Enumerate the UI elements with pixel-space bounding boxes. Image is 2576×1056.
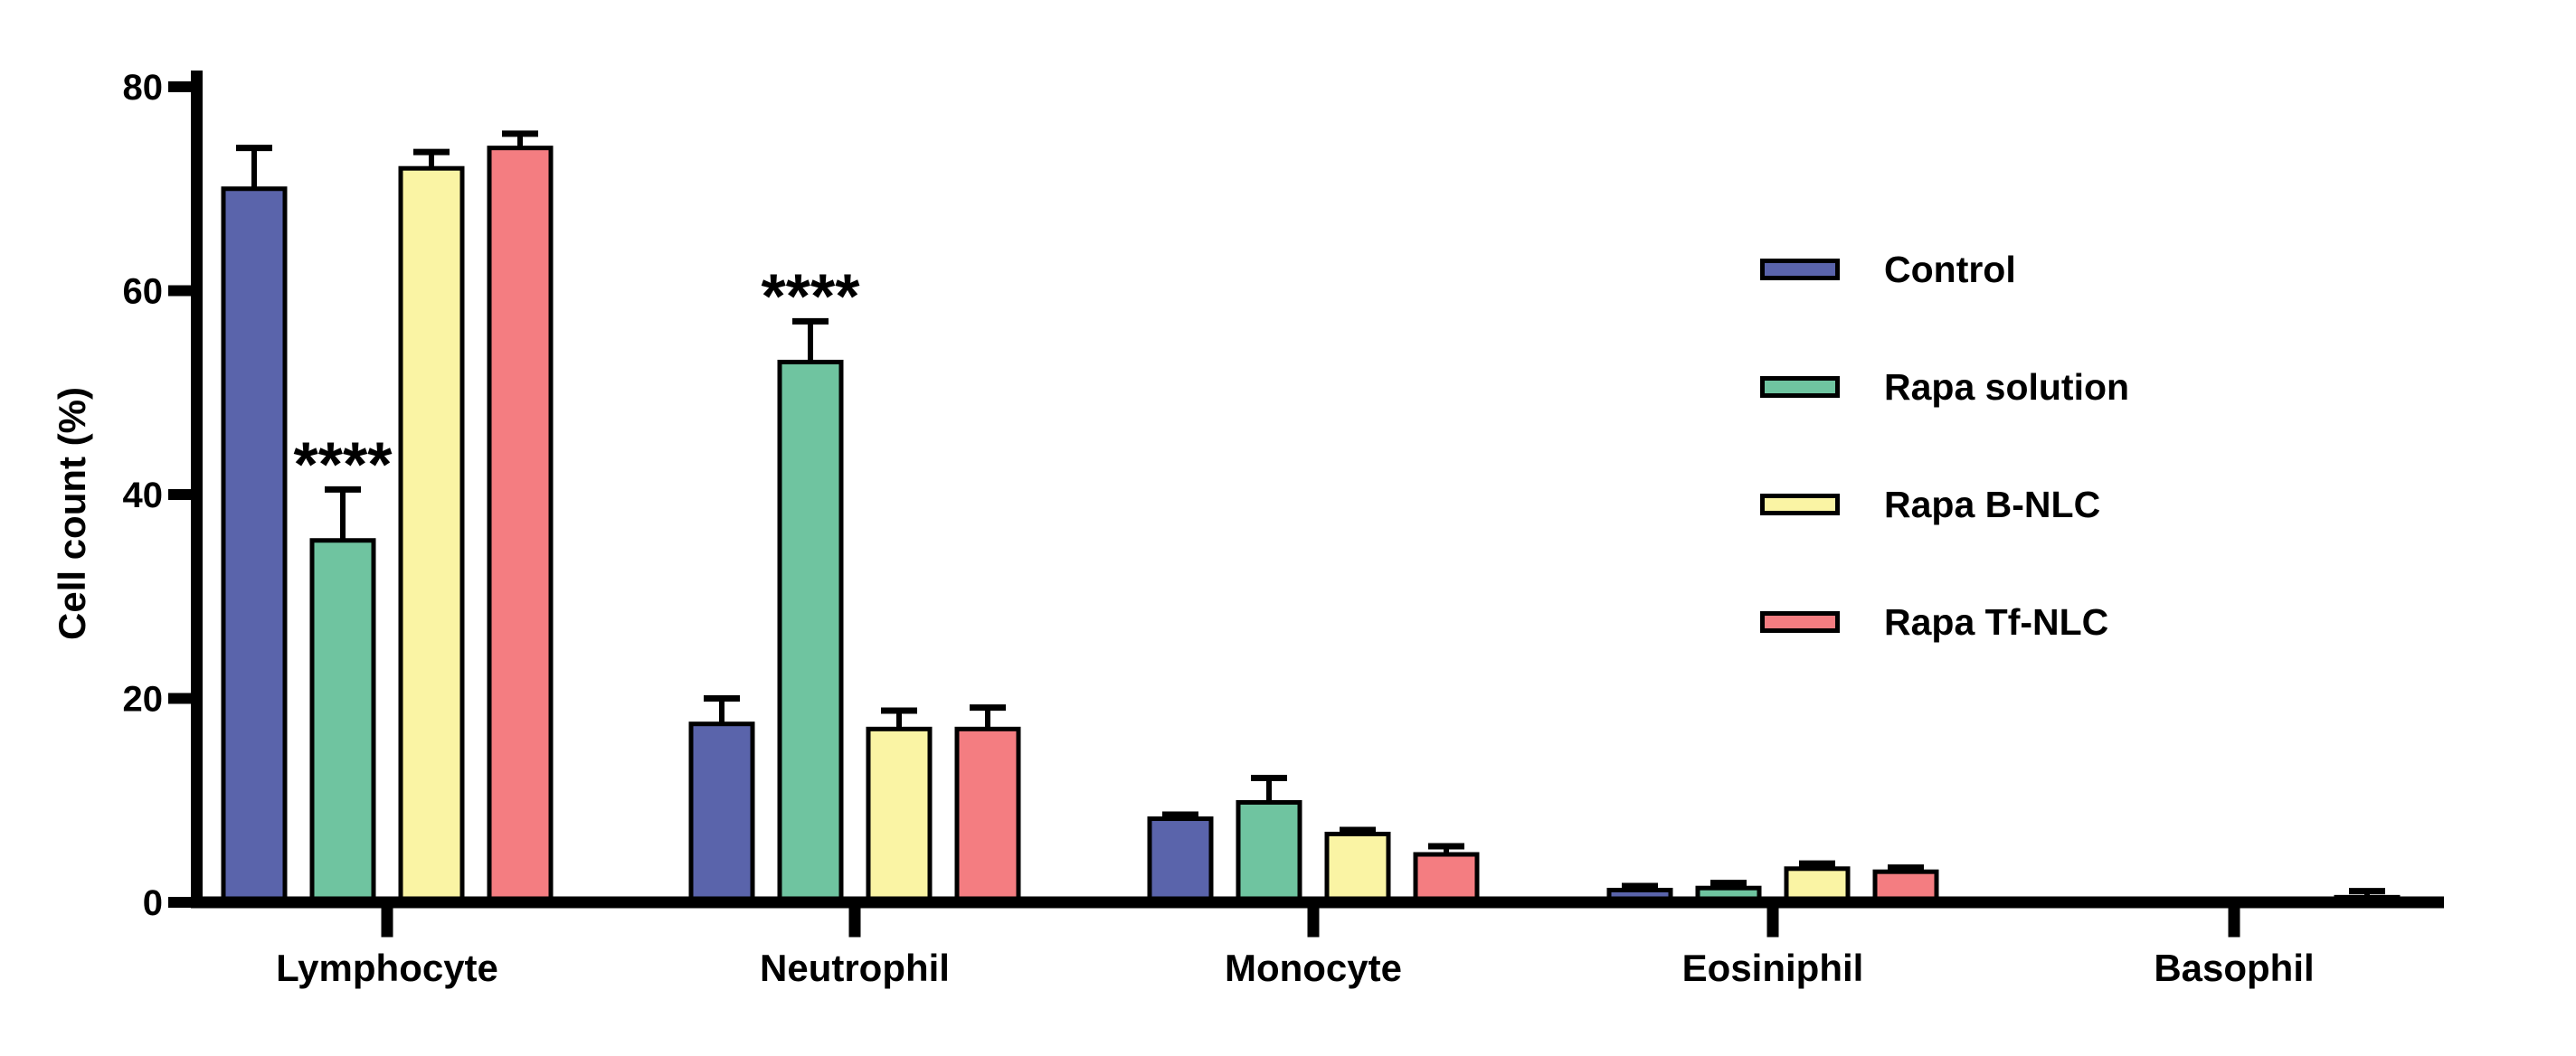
x-category-label: Eosiniphil <box>1682 947 1864 989</box>
x-tick <box>2228 908 2240 938</box>
x-tick <box>1307 908 1320 938</box>
legend-swatch-control <box>1760 259 1840 280</box>
y-tick <box>168 81 191 92</box>
legend-swatch-rapa-tf-nlc <box>1760 611 1840 633</box>
bar-rapa-b-nlc-neutrophil <box>866 726 933 905</box>
y-tick <box>168 897 191 908</box>
legend: Control Rapa solution Rapa B-NLC Rapa Tf… <box>1760 248 2129 644</box>
x-tick <box>1766 908 1779 938</box>
legend-label-rapa-b-nlc: Rapa B-NLC <box>1884 483 2101 525</box>
x-tick <box>848 908 861 938</box>
y-tick <box>168 285 191 297</box>
y-axis-title: Cell count (%) <box>51 387 93 640</box>
bar-rapa-b-nlc-monocyte <box>1324 831 1391 905</box>
x-category-label: Basophil <box>2154 947 2314 989</box>
y-tick-label: 80 <box>123 68 164 108</box>
legend-label-rapa-solution: Rapa solution <box>1884 365 2130 408</box>
x-category-label: Monocyte <box>1225 947 1402 989</box>
bar-rapa-tf-nlc-lymphocyte <box>487 146 554 905</box>
y-tick-label: 20 <box>123 680 164 720</box>
legend-swatch-rapa-b-nlc <box>1760 494 1840 515</box>
x-category-label: Lymphocyte <box>276 947 498 989</box>
y-tick-label: 60 <box>123 272 164 312</box>
legend-item-control: Control <box>1760 248 2129 291</box>
bar-rapa-solution-monocyte <box>1236 800 1302 905</box>
significance-asterisks: **** <box>762 260 861 331</box>
legend-item-rapa-b-nlc: Rapa B-NLC <box>1760 483 2129 526</box>
x-tick <box>381 908 393 938</box>
bar-control-monocyte <box>1147 816 1214 905</box>
y-axis-line <box>191 71 203 909</box>
legend-label-control: Control <box>1884 248 2016 290</box>
y-tick <box>168 489 191 500</box>
legend-item-rapa-tf-nlc: Rapa Tf-NLC <box>1760 600 2129 644</box>
legend-item-rapa-solution: Rapa solution <box>1760 365 2129 409</box>
bar-rapa-tf-nlc-monocyte <box>1413 852 1480 905</box>
x-category-label: Neutrophil <box>760 947 950 989</box>
bar-rapa-solution-lymphocyte <box>309 538 376 905</box>
bar-control-lymphocyte <box>221 186 288 905</box>
y-tick-label: 0 <box>143 883 163 923</box>
y-tick-label: 40 <box>123 476 164 515</box>
significance-asterisks: **** <box>294 429 393 499</box>
legend-label-rapa-tf-nlc: Rapa Tf-NLC <box>1884 600 2109 643</box>
bar-rapa-tf-nlc-neutrophil <box>954 726 1021 905</box>
legend-swatch-rapa-solution <box>1760 376 1840 398</box>
bar-rapa-b-nlc-lymphocyte <box>398 165 465 905</box>
bar-rapa-solution-neutrophil <box>777 359 844 905</box>
bar-control-neutrophil <box>688 721 755 905</box>
x-axis-line <box>191 896 2444 909</box>
y-tick <box>168 693 191 704</box>
